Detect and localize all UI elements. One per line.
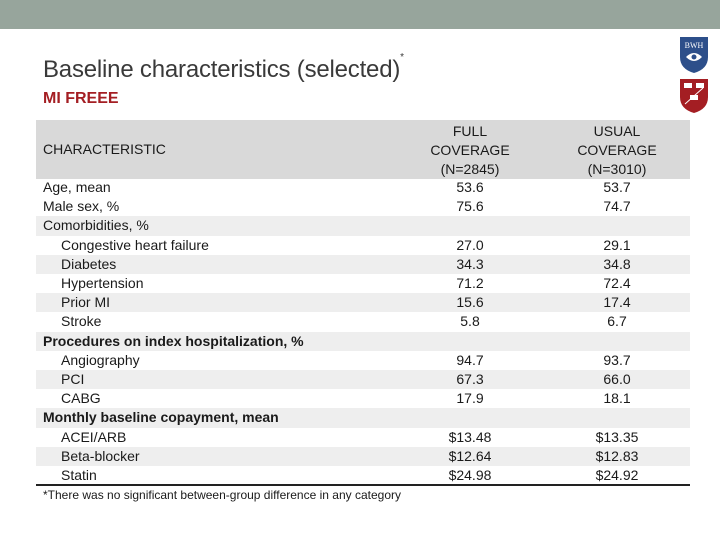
table-row: Hypertension 71.2 72.4 <box>36 274 690 293</box>
table-section-row: Comorbidities, % <box>36 216 690 236</box>
full-value: 75.6 <box>456 198 484 215</box>
usual-value: 66.0 <box>603 371 631 387</box>
row-label: Statin <box>61 467 97 483</box>
usual-value: 53.7 <box>603 179 631 195</box>
slide-title: Baseline characteristics (selected)* <box>43 52 404 83</box>
table-row: Prior MI 15.6 17.4 <box>36 293 690 313</box>
table-section-row: Monthly baseline copayment, mean <box>36 408 690 428</box>
row-label: ACEI/ARB <box>61 428 127 445</box>
header-characteristic: CHARACTERISTIC <box>43 141 166 157</box>
usual-value: $13.35 <box>595 428 639 445</box>
row-label: Hypertension <box>61 275 144 291</box>
full-value: 67.3 <box>456 371 484 387</box>
full-value: $24.98 <box>448 467 492 483</box>
baseline-table: CHARACTERISTIC FULL COVERAGE (N=2845) US… <box>36 120 690 486</box>
usual-value: 74.7 <box>603 198 631 215</box>
usual-value: $24.92 <box>595 467 639 483</box>
table-row: Statin $24.98 $24.92 <box>36 466 690 485</box>
usual-value: $12.83 <box>595 447 639 464</box>
table-row: Congestive heart failure 27.0 29.1 <box>36 236 690 255</box>
header-usual-coverage: USUAL COVERAGE (N=3010) <box>577 123 657 177</box>
full-value: 27.0 <box>456 236 484 253</box>
table-header: CHARACTERISTIC FULL COVERAGE (N=2845) US… <box>36 120 690 179</box>
full-value: 5.8 <box>460 313 480 330</box>
table-row: ACEI/ARB $13.48 $13.35 <box>36 428 690 447</box>
full-value: 94.7 <box>456 351 484 368</box>
full-value: 17.9 <box>456 390 484 407</box>
section-label: Comorbidities, % <box>43 217 149 234</box>
row-label: CABG <box>61 390 101 407</box>
footnote: *There was no significant between-group … <box>43 488 401 502</box>
row-label: Male sex, % <box>43 198 120 215</box>
table-row: Angiography 94.7 93.7 <box>36 351 690 370</box>
title-footnote-mark: * <box>400 52 404 63</box>
row-label: Beta-blocker <box>61 447 140 464</box>
full-value: 34.3 <box>456 255 484 272</box>
table-row: CABG 17.9 18.1 <box>36 389 690 408</box>
usual-value: 6.7 <box>607 313 627 330</box>
full-value: 71.2 <box>456 275 484 291</box>
usual-value: 34.8 <box>603 255 631 272</box>
row-label: Congestive heart failure <box>61 236 209 253</box>
row-label: Diabetes <box>61 255 117 272</box>
section-label: Monthly baseline copayment, mean <box>43 409 279 426</box>
table-row: Stroke 5.8 6.7 <box>36 312 690 331</box>
table-row: PCI 67.3 66.0 <box>36 370 690 390</box>
harvard-shield-icon <box>680 79 708 113</box>
full-value: 15.6 <box>456 294 484 311</box>
table-row: Age, mean 53.6 53.7 <box>36 178 690 197</box>
full-value: $12.64 <box>448 447 492 464</box>
full-value: 53.6 <box>456 179 484 195</box>
full-value: $13.48 <box>448 428 492 445</box>
usual-value: 29.1 <box>603 236 631 253</box>
usual-value: 72.4 <box>603 275 631 291</box>
section-label: Procedures on index hospitalization, % <box>43 332 304 349</box>
header-full-coverage: FULL COVERAGE (N=2845) <box>430 123 510 177</box>
slide-subtitle: MI FREEE <box>43 90 119 107</box>
institution-logos: BWH <box>680 37 708 113</box>
row-label: Age, mean <box>43 179 111 195</box>
svg-text:BWH: BWH <box>685 41 704 50</box>
usual-value: 17.4 <box>603 294 631 311</box>
table-bottom-rule <box>36 484 690 486</box>
table-row: Diabetes 34.3 34.8 <box>36 254 690 274</box>
usual-value: 93.7 <box>603 351 631 368</box>
table-row: Beta-blocker $12.64 $12.83 <box>36 446 690 466</box>
bwh-logo-icon: BWH <box>680 37 708 73</box>
usual-value: 18.1 <box>603 390 631 407</box>
row-label: Prior MI <box>61 294 110 311</box>
row-label: Angiography <box>61 351 140 368</box>
table-section-row: Procedures on index hospitalization, % <box>36 331 690 351</box>
row-label: PCI <box>61 371 85 387</box>
table-row: Male sex, % 75.6 74.7 <box>36 197 690 216</box>
top-banner <box>0 0 720 29</box>
row-label: Stroke <box>61 313 102 330</box>
